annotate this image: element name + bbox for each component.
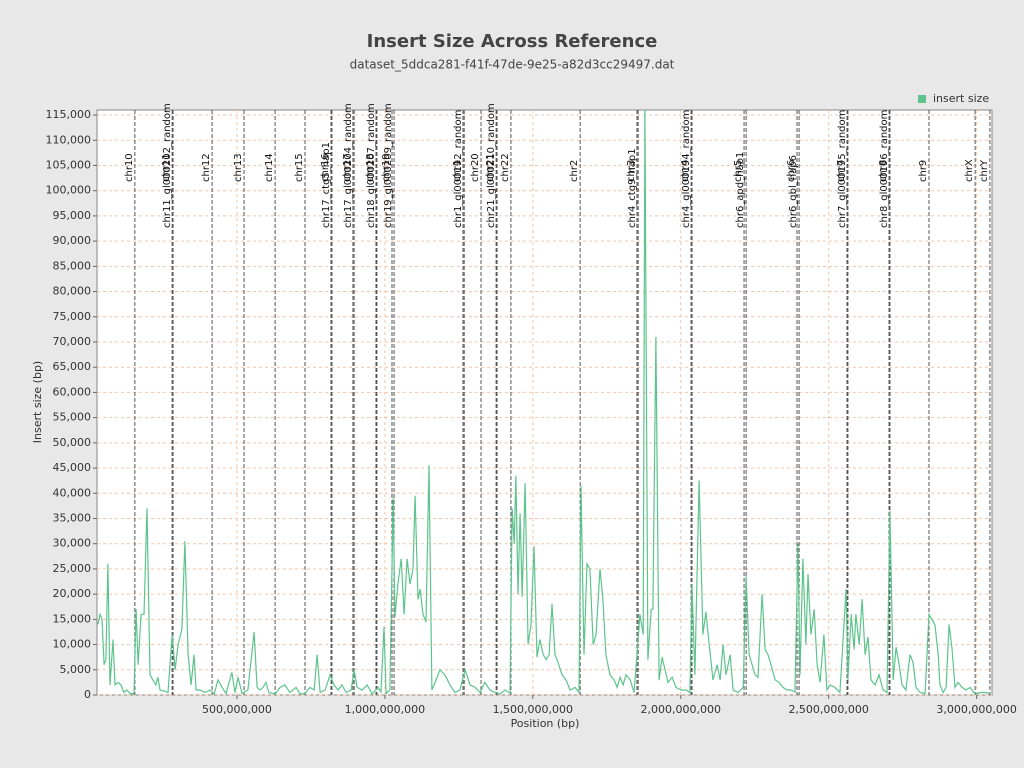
marker-label: chr19_gl000209_random <box>383 103 394 228</box>
marker-label: chr5 <box>733 160 744 182</box>
x-tick-label: 3,000,000,000 <box>936 703 1016 716</box>
x-tick-label: 1,500,000,000 <box>493 703 573 716</box>
marker-label: chr22 <box>500 153 511 182</box>
marker-label: chr17 <box>342 153 353 182</box>
x-tick-label: 2,000,000,000 <box>641 703 721 716</box>
y-tick-label: 75,000 <box>53 310 92 323</box>
y-tick-label: 70,000 <box>53 335 92 348</box>
y-tick-label: 110,000 <box>46 133 92 146</box>
chart-title: Insert Size Across Reference <box>367 31 658 52</box>
marker-label: chr11 <box>161 153 172 182</box>
y-tick-label: 80,000 <box>53 285 92 298</box>
marker-label: chr6_qbl_hap6 <box>788 155 799 228</box>
series-line <box>97 110 991 695</box>
marker-label: chr3 <box>626 160 637 182</box>
y-tick-label: 95,000 <box>53 209 92 222</box>
marker-label: chr1_gl000192_random <box>453 110 464 228</box>
y-tick-label: 35,000 <box>53 511 92 524</box>
marker-label: chr20 <box>470 153 481 182</box>
legend-swatch <box>918 95 926 103</box>
marker-label: chrX <box>964 159 975 182</box>
y-tick-label: 55,000 <box>53 411 92 424</box>
marker-label: chr16 <box>320 153 331 182</box>
marker-label: chr6 <box>786 160 797 182</box>
marker-label: chr7_gl000195_random <box>837 110 848 228</box>
y-tick-label: 25,000 <box>53 562 92 575</box>
y-tick-label: 115,000 <box>46 108 92 121</box>
marker-label: chr8 <box>878 160 889 182</box>
y-tick-label: 20,000 <box>53 587 92 600</box>
y-tick-label: 100,000 <box>46 184 92 197</box>
legend-label: insert size <box>933 92 989 105</box>
chart-subtitle: dataset_5ddca281-f41f-47de-9e25-a82d3cc2… <box>350 58 675 72</box>
marker-label: chr8_gl000196_random <box>879 110 890 228</box>
y-tick-label: 45,000 <box>53 461 92 474</box>
marker-label: chr17_ctg5_hap1 <box>321 142 332 228</box>
marker-label: chr18_gl000207_random <box>366 103 377 228</box>
marker-label: chr2 <box>569 160 580 182</box>
marker-label: chr4_ctg9_hap1 <box>627 148 638 228</box>
x-tick-label: 2,500,000,000 <box>788 703 868 716</box>
y-axis-label: Insert size (bp) <box>31 361 44 443</box>
marker-label: chr13 <box>233 153 244 182</box>
marker-label: chr18 <box>365 153 376 182</box>
y-tick-label: 60,000 <box>53 385 92 398</box>
marker-label: chr4 <box>680 160 691 182</box>
marker-label: chr11_gl000202_random <box>162 103 173 228</box>
y-tick-label: 30,000 <box>53 537 92 550</box>
y-tick-label: 85,000 <box>53 259 92 272</box>
marker-label: chr21 <box>485 153 496 182</box>
marker-label: chr10 <box>124 153 135 182</box>
x-axis-label: Position (bp) <box>511 717 580 730</box>
marker-label: chr17_gl000204_random <box>343 103 354 228</box>
marker-label: chr19 <box>381 153 392 182</box>
marker-label: chr7 <box>836 160 847 182</box>
marker-label: chr21_gl000210_random <box>486 103 497 228</box>
y-tick-label: 90,000 <box>53 234 92 247</box>
marker-label: chr1 <box>452 160 463 182</box>
marker-label: chr6_apd_hap1 <box>735 152 746 228</box>
marker-label: chr9 <box>918 160 929 182</box>
y-tick-label: 5,000 <box>60 663 92 676</box>
y-tick-label: 15,000 <box>53 612 92 625</box>
y-tick-label: 50,000 <box>53 436 92 449</box>
y-tick-label: 0 <box>84 688 91 701</box>
marker-label: chr14 <box>264 153 275 182</box>
y-tick-label: 105,000 <box>46 158 92 171</box>
x-tick-label: 1,000,000,000 <box>345 703 425 716</box>
marker-label: chr12 <box>201 153 212 182</box>
x-tick-label: 500,000,000 <box>202 703 272 716</box>
y-tick-label: 40,000 <box>53 486 92 499</box>
marker-label: chr15 <box>294 153 305 182</box>
y-tick-label: 65,000 <box>53 360 92 373</box>
marker-label: chrY <box>979 159 990 182</box>
y-tick-label: 10,000 <box>53 638 92 651</box>
marker-label: chr4_gl000194_random <box>681 110 692 228</box>
plot-area <box>96 109 993 696</box>
